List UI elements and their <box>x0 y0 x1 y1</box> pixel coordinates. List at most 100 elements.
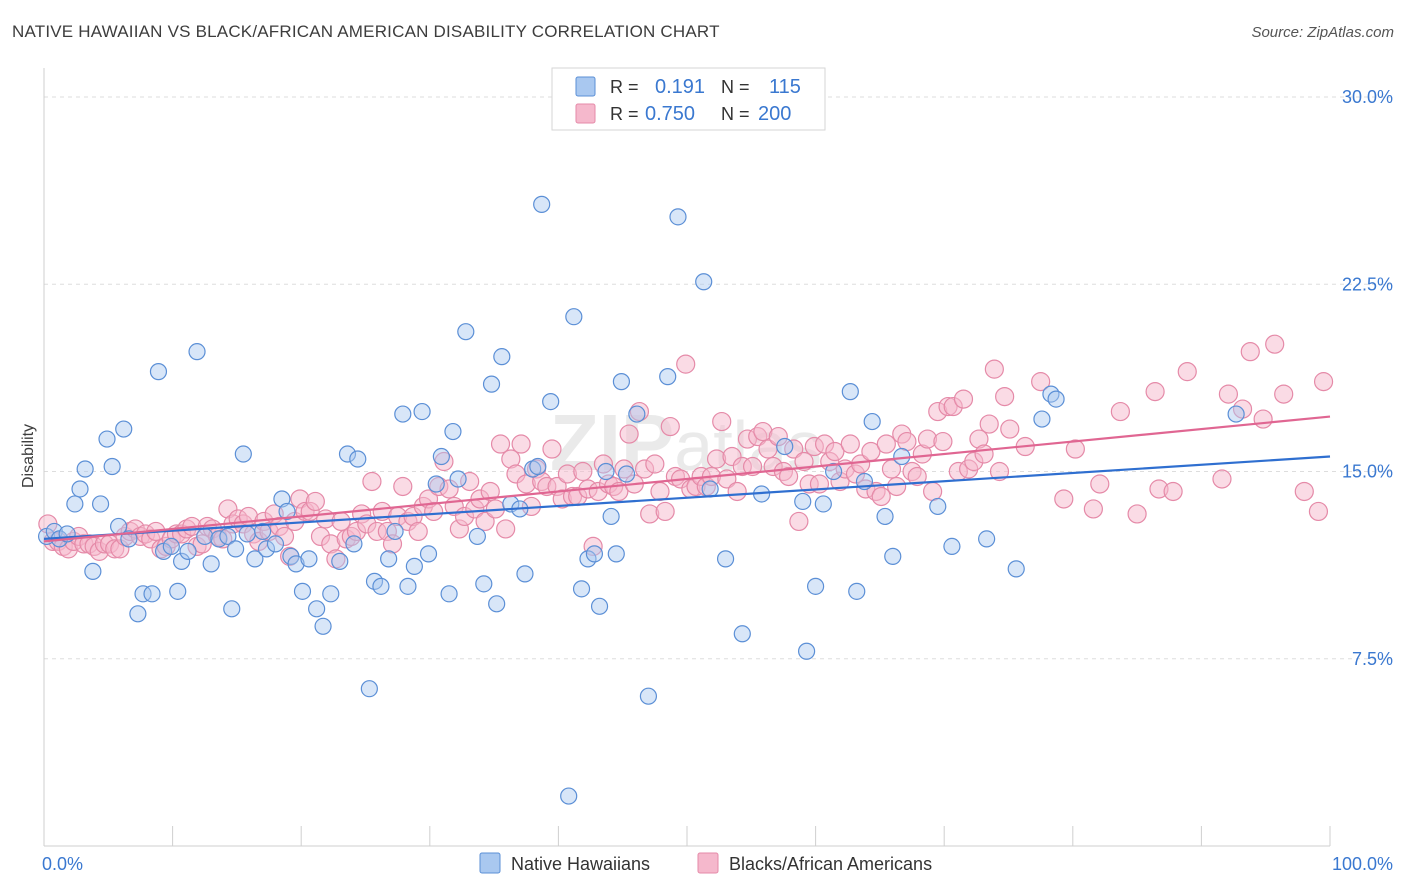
scatter-point <box>115 420 133 438</box>
scatter-point <box>529 457 547 476</box>
scatter-point <box>362 471 382 492</box>
scatter-point <box>143 585 161 603</box>
scatter-point <box>66 495 84 513</box>
scatter-point <box>308 600 326 618</box>
scatter-point <box>1047 390 1065 408</box>
scatter-point <box>974 444 994 464</box>
scatter-point <box>1227 405 1245 423</box>
y-tick-label: 22.5% <box>1342 274 1393 294</box>
scatter-point <box>293 582 312 600</box>
scatter-point <box>300 550 318 568</box>
scatter-point <box>98 430 116 448</box>
scatter-point <box>639 687 658 705</box>
scatter-point <box>612 373 631 391</box>
scatter-point <box>444 422 462 441</box>
scatter-point <box>91 495 110 513</box>
scatter-point <box>516 565 534 583</box>
legend: R = 0.191 N = 115 R = 0.750 N = 200 <box>551 67 826 131</box>
scatter-point <box>1110 401 1130 422</box>
scatter-point <box>76 460 94 478</box>
scatter-point <box>480 481 500 502</box>
scatter-point <box>619 424 639 444</box>
scatter-point <box>338 445 357 463</box>
scatter-point <box>380 550 398 568</box>
scatter-point <box>399 577 417 595</box>
scatter-point <box>440 585 458 603</box>
scatter-point <box>695 273 713 291</box>
scatter-point <box>223 600 241 618</box>
scatter-point <box>660 416 680 437</box>
scatter-point <box>573 461 593 482</box>
scatter-point <box>314 617 332 635</box>
scatter-point <box>602 507 620 526</box>
scatter-point <box>825 441 845 462</box>
scatter-point <box>933 431 953 452</box>
scatter-point <box>1265 334 1285 354</box>
scatter-point <box>887 476 907 497</box>
scatter-point <box>360 680 378 698</box>
scatter-point <box>628 405 646 423</box>
scatter-point <box>727 481 747 502</box>
scatter-point <box>460 471 480 492</box>
scatter-point <box>716 550 735 568</box>
scatter-point <box>427 475 445 493</box>
legend-n-value: 200 <box>758 103 791 125</box>
scatter-point <box>676 354 696 374</box>
scatter-point <box>907 466 927 487</box>
scatter-point <box>305 491 325 512</box>
scatter-point <box>789 511 809 532</box>
scatter-point <box>103 457 121 476</box>
scatter-point <box>995 387 1015 407</box>
scatter-point <box>1308 501 1329 522</box>
scatter-point <box>149 363 168 381</box>
scatter-point <box>202 555 220 573</box>
scatter-point <box>227 540 245 558</box>
scatter-point <box>978 530 996 548</box>
legend-swatch-blue <box>575 76 596 97</box>
scatter-point <box>488 595 506 613</box>
scatter-point <box>1177 362 1197 382</box>
scatter-point <box>897 431 917 452</box>
y-tick-label: 7.5% <box>1352 649 1393 669</box>
grid-lines <box>44 96 1392 660</box>
scatter-point <box>419 545 438 563</box>
legend-r-value: 0.191 <box>655 76 705 98</box>
scatter-point <box>1240 342 1260 362</box>
trend-line <box>43 455 1331 541</box>
scatter-point <box>560 787 578 805</box>
legend-n-value: 115 <box>769 76 801 98</box>
scatter-point <box>219 527 237 546</box>
scatter-point <box>257 540 276 558</box>
scatter-point <box>572 580 591 598</box>
scatter-point <box>1274 384 1294 404</box>
scatter-point <box>1007 560 1025 578</box>
x-tick-label: 100.0% <box>1332 854 1393 874</box>
scatter-point <box>345 535 363 553</box>
scatter-point <box>1253 409 1273 429</box>
chart-title: NATIVE HAWAIIAN VS BLACK/AFRICAN AMERICA… <box>12 22 720 41</box>
legend-n-label: N = <box>721 77 750 97</box>
scatter-point <box>565 308 583 326</box>
scatter-point <box>188 343 206 361</box>
y-tick-label: 15.0% <box>1342 462 1393 482</box>
series-native-hawaiians <box>37 195 1245 805</box>
scatter-point <box>1127 504 1147 524</box>
y-axis-label: Disability <box>20 424 37 488</box>
scatter-point <box>590 597 609 615</box>
scatter-point <box>848 582 866 600</box>
scatter-point <box>984 359 1004 379</box>
source-label: Source: ZipAtlas.com <box>1251 24 1394 41</box>
scatter-point <box>585 545 604 563</box>
scatter-point <box>650 481 670 502</box>
scatter-point <box>1083 499 1103 519</box>
scatter-point <box>533 195 551 213</box>
legend-box <box>551 67 826 131</box>
scatter-point <box>806 577 825 595</box>
scatter-point <box>71 480 89 498</box>
scatter-point <box>246 550 264 568</box>
scatter-point <box>84 562 102 580</box>
scatter-point <box>432 447 450 466</box>
scatter-point <box>669 208 687 226</box>
scatter-point <box>1031 372 1051 392</box>
